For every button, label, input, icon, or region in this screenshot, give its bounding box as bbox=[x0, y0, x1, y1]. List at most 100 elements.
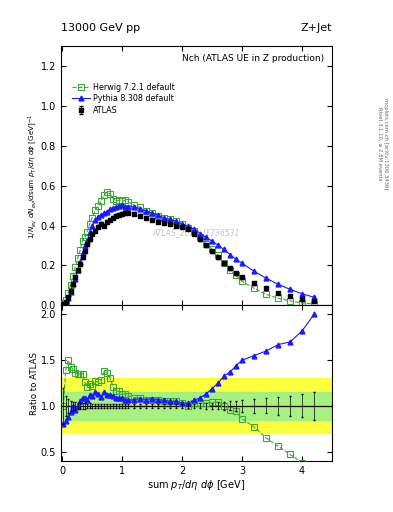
Pythia 8.308 default bbox=[168, 216, 173, 222]
Pythia 8.308 default bbox=[99, 212, 103, 219]
Pythia 8.308 default bbox=[240, 260, 244, 266]
Herwig 7.2.1 default bbox=[71, 273, 75, 279]
Pythia 8.308 default bbox=[276, 281, 281, 287]
Pythia 8.308 default bbox=[204, 234, 208, 241]
Herwig 7.2.1 default bbox=[85, 229, 90, 235]
Legend: Herwig 7.2.1 default, Pythia 8.308 default, ATLAS: Herwig 7.2.1 default, Pythia 8.308 defau… bbox=[70, 81, 176, 116]
Herwig 7.2.1 default bbox=[288, 298, 292, 304]
Herwig 7.2.1 default bbox=[156, 212, 160, 219]
Pythia 8.308 default bbox=[108, 206, 112, 212]
Y-axis label: Ratio to ATLAS: Ratio to ATLAS bbox=[30, 352, 39, 415]
Pythia 8.308 default bbox=[210, 238, 215, 244]
Pythia 8.308 default bbox=[120, 202, 125, 208]
Herwig 7.2.1 default bbox=[123, 197, 127, 203]
Herwig 7.2.1 default bbox=[210, 246, 215, 252]
Herwig 7.2.1 default bbox=[90, 215, 94, 221]
Herwig 7.2.1 default bbox=[144, 208, 149, 215]
Herwig 7.2.1 default bbox=[117, 197, 121, 203]
Pythia 8.308 default bbox=[123, 204, 127, 210]
Pythia 8.308 default bbox=[96, 214, 101, 220]
Herwig 7.2.1 default bbox=[93, 207, 97, 214]
Herwig 7.2.1 default bbox=[80, 238, 85, 244]
Pythia 8.308 default bbox=[66, 295, 70, 302]
Pythia 8.308 default bbox=[156, 212, 160, 218]
Pythia 8.308 default bbox=[162, 215, 167, 221]
Pythia 8.308 default bbox=[132, 204, 136, 210]
Pythia 8.308 default bbox=[264, 275, 268, 281]
Herwig 7.2.1 default bbox=[228, 267, 232, 273]
Line: Herwig 7.2.1 default: Herwig 7.2.1 default bbox=[61, 189, 317, 307]
Herwig 7.2.1 default bbox=[312, 301, 316, 307]
Herwig 7.2.1 default bbox=[83, 234, 87, 240]
Herwig 7.2.1 default bbox=[234, 272, 239, 279]
Pythia 8.308 default bbox=[90, 223, 94, 229]
Herwig 7.2.1 default bbox=[198, 234, 202, 241]
Pythia 8.308 default bbox=[71, 281, 75, 287]
Pythia 8.308 default bbox=[93, 217, 97, 223]
Herwig 7.2.1 default bbox=[68, 282, 73, 288]
Herwig 7.2.1 default bbox=[78, 247, 83, 253]
Pythia 8.308 default bbox=[111, 205, 116, 211]
Pythia 8.308 default bbox=[144, 208, 149, 214]
Pythia 8.308 default bbox=[186, 223, 191, 229]
Pythia 8.308 default bbox=[234, 257, 239, 263]
Herwig 7.2.1 default bbox=[276, 295, 281, 302]
Herwig 7.2.1 default bbox=[162, 215, 167, 221]
Pythia 8.308 default bbox=[300, 291, 305, 297]
Pythia 8.308 default bbox=[126, 204, 130, 210]
Pythia 8.308 default bbox=[117, 203, 121, 209]
Text: Nch (ATLAS UE in Z production): Nch (ATLAS UE in Z production) bbox=[182, 54, 324, 63]
Pythia 8.308 default bbox=[61, 302, 66, 308]
Herwig 7.2.1 default bbox=[150, 210, 154, 217]
Herwig 7.2.1 default bbox=[102, 192, 107, 198]
Pythia 8.308 default bbox=[150, 210, 154, 216]
Pythia 8.308 default bbox=[180, 221, 184, 227]
Pythia 8.308 default bbox=[83, 243, 87, 249]
Pythia 8.308 default bbox=[252, 268, 257, 274]
Pythia 8.308 default bbox=[73, 275, 78, 282]
Herwig 7.2.1 default bbox=[126, 199, 130, 205]
Text: 13000 GeV pp: 13000 GeV pp bbox=[61, 23, 140, 33]
Herwig 7.2.1 default bbox=[114, 198, 118, 204]
Pythia 8.308 default bbox=[87, 228, 92, 234]
Pythia 8.308 default bbox=[105, 208, 110, 215]
Text: Z+Jet: Z+Jet bbox=[301, 23, 332, 33]
Pythia 8.308 default bbox=[68, 289, 73, 295]
Herwig 7.2.1 default bbox=[222, 260, 226, 266]
Herwig 7.2.1 default bbox=[108, 191, 112, 197]
Pythia 8.308 default bbox=[80, 250, 85, 256]
Herwig 7.2.1 default bbox=[105, 189, 110, 195]
Herwig 7.2.1 default bbox=[61, 301, 66, 307]
Herwig 7.2.1 default bbox=[264, 291, 268, 297]
Herwig 7.2.1 default bbox=[96, 203, 101, 209]
Herwig 7.2.1 default bbox=[216, 252, 220, 259]
Herwig 7.2.1 default bbox=[132, 202, 136, 208]
Pythia 8.308 default bbox=[114, 204, 118, 210]
Text: mcplots.cern.ch [arXiv:1306.3436]: mcplots.cern.ch [arXiv:1306.3436] bbox=[383, 98, 387, 189]
Herwig 7.2.1 default bbox=[120, 198, 125, 204]
Herwig 7.2.1 default bbox=[240, 279, 244, 285]
Bar bbox=[61, 392, 332, 420]
Pythia 8.308 default bbox=[198, 230, 202, 237]
Herwig 7.2.1 default bbox=[192, 228, 196, 234]
Pythia 8.308 default bbox=[63, 299, 68, 305]
Herwig 7.2.1 default bbox=[75, 255, 80, 261]
Pythia 8.308 default bbox=[228, 251, 232, 258]
Herwig 7.2.1 default bbox=[63, 297, 68, 304]
Herwig 7.2.1 default bbox=[99, 198, 103, 204]
Herwig 7.2.1 default bbox=[300, 300, 305, 306]
Herwig 7.2.1 default bbox=[138, 204, 143, 210]
Pythia 8.308 default bbox=[222, 246, 226, 252]
Pythia 8.308 default bbox=[312, 294, 316, 301]
Herwig 7.2.1 default bbox=[66, 290, 70, 296]
Text: Rivet 3.1.10, ≥ 2.8M events: Rivet 3.1.10, ≥ 2.8M events bbox=[377, 106, 382, 180]
Herwig 7.2.1 default bbox=[180, 221, 184, 227]
Pythia 8.308 default bbox=[85, 238, 90, 244]
Herwig 7.2.1 default bbox=[252, 285, 257, 291]
Line: Pythia 8.308 default: Pythia 8.308 default bbox=[61, 203, 316, 307]
Herwig 7.2.1 default bbox=[174, 218, 178, 224]
Herwig 7.2.1 default bbox=[204, 241, 208, 247]
Herwig 7.2.1 default bbox=[111, 196, 116, 202]
Herwig 7.2.1 default bbox=[168, 216, 173, 222]
X-axis label: sum $p_T/d\eta\ d\phi$ [GeV]: sum $p_T/d\eta\ d\phi$ [GeV] bbox=[147, 478, 246, 493]
